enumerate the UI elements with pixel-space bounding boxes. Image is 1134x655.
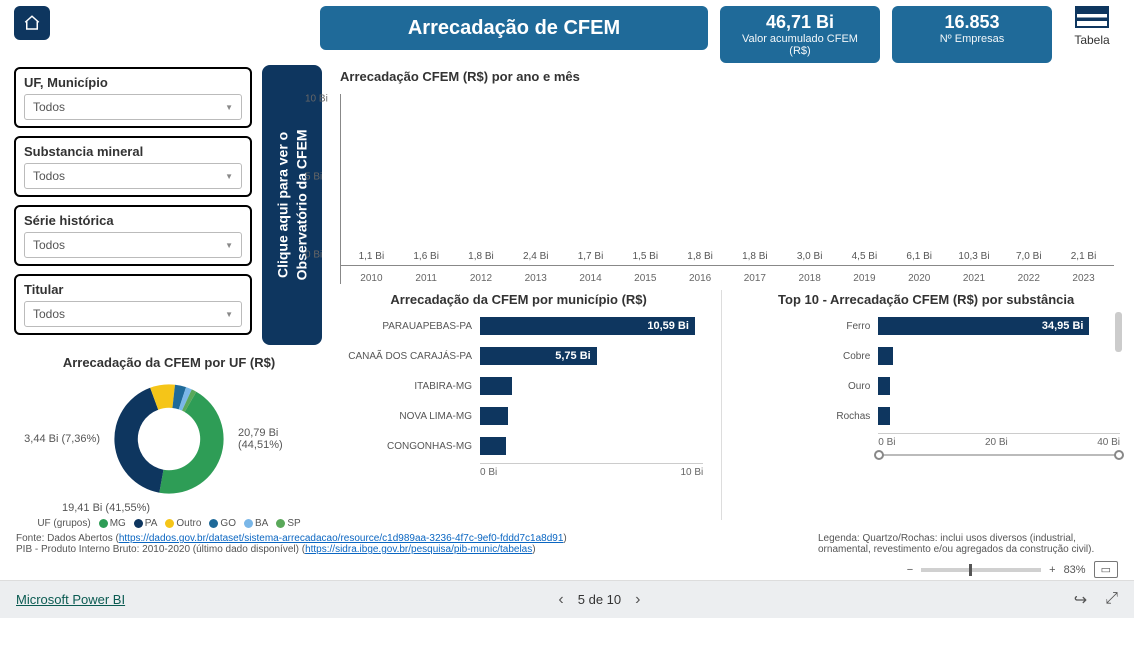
- yearly-bar[interactable]: 1,8 Bi: [676, 251, 725, 265]
- fullscreen-icon[interactable]: ⤢: [1105, 590, 1118, 610]
- source-link-1[interactable]: https://dados.gov.br/dataset/sistema-arr…: [119, 533, 564, 544]
- chevron-down-icon: [225, 102, 233, 113]
- kpi-empresas-value: 16.853: [902, 12, 1042, 33]
- next-page-button[interactable]: ›: [635, 591, 640, 609]
- donut-chart: [104, 374, 234, 504]
- share-icon[interactable]: ↪: [1074, 590, 1087, 610]
- yearly-bar[interactable]: 3,0 Bi: [785, 251, 834, 265]
- source-link-2[interactable]: https://sidra.ibge.gov.br/pesquisa/pib-m…: [305, 544, 532, 555]
- kpi-total-value: 46,71 Bi: [730, 12, 870, 33]
- kpi-empresas-label: Nº Empresas: [902, 33, 1042, 45]
- hbar-row[interactable]: PARAUAPEBAS-PA10,59 Bi: [334, 311, 703, 341]
- chevron-down-icon: [225, 240, 233, 251]
- zoom-pct: 83%: [1064, 564, 1086, 576]
- yearly-bar[interactable]: 6,1 Bi: [895, 251, 944, 265]
- chart-yearly: 1,1 Bi 1,6 Bi 1,8 Bi 2,4 Bi 1,7 Bi 1,5 Bi 1,8 …: [340, 94, 1114, 284]
- filter-title: UF, Município: [24, 75, 242, 90]
- page-title: Arrecadação de CFEM: [320, 6, 708, 50]
- filter-select[interactable]: Todos: [24, 232, 242, 258]
- hbar-row[interactable]: Cobre: [732, 341, 1120, 371]
- filter-2: Série histórica Todos: [14, 205, 252, 266]
- filter-1: Substancia mineral Todos: [14, 136, 252, 197]
- filter-title: Substancia mineral: [24, 144, 242, 159]
- yearly-bar[interactable]: 4,5 Bi: [840, 251, 889, 265]
- yearly-bar[interactable]: 10,3 Bi: [950, 251, 999, 265]
- powerbi-brand-link[interactable]: Microsoft Power BI: [16, 592, 125, 607]
- hbar-row[interactable]: CONGONHAS-MG: [334, 431, 703, 461]
- yearly-bar[interactable]: 2,1 Bi: [1059, 251, 1108, 265]
- chevron-down-icon: [225, 171, 233, 182]
- donut-label-left: 3,44 Bi (7,36%): [14, 433, 100, 445]
- chevron-down-icon: [225, 309, 233, 320]
- kpi-empresas: 16.853 Nº Empresas: [892, 6, 1052, 63]
- hbar-row[interactable]: Ferro34,95 Bi: [732, 311, 1120, 341]
- page-navigator: ‹ 5 de 10 ›: [558, 591, 640, 609]
- donut-label-right: 20,79 Bi (44,51%): [238, 427, 324, 451]
- prev-page-button[interactable]: ‹: [558, 591, 563, 609]
- kpi-total-label: Valor acumulado CFEM (R$): [730, 33, 870, 57]
- source-text: Fonte: Dados Abertos (https://dados.gov.…: [16, 533, 567, 555]
- table-icon: [1075, 6, 1109, 28]
- home-button[interactable]: [14, 6, 50, 40]
- filter-0: UF, Município Todos: [14, 67, 252, 128]
- chart-yearly-title: Arrecadação CFEM (R$) por ano e mês: [340, 69, 1120, 84]
- yearly-bar[interactable]: 1,8 Bi: [457, 251, 506, 265]
- yearly-bar[interactable]: 7,0 Bi: [1004, 251, 1053, 265]
- filter-select[interactable]: Todos: [24, 94, 242, 120]
- yearly-bar[interactable]: 1,5 Bi: [621, 251, 670, 265]
- filter-title: Titular: [24, 282, 242, 297]
- yearly-bar[interactable]: 1,1 Bi: [347, 251, 396, 265]
- hbar-row[interactable]: Rochas: [732, 401, 1120, 431]
- yearly-bar[interactable]: 1,7 Bi: [566, 251, 615, 265]
- range-slider[interactable]: [878, 450, 1120, 460]
- zoom-toolbar: − + 83% ▭: [0, 559, 1134, 580]
- page-indicator: 5 de 10: [578, 592, 621, 607]
- chart-by-uf-title: Arrecadação da CFEM por UF (R$): [14, 355, 324, 370]
- filter-select[interactable]: Todos: [24, 301, 242, 327]
- chart-by-municipio-title: Arrecadação da CFEM por município (R$): [334, 292, 703, 307]
- chart-by-substancia-title: Top 10 - Arrecadação CFEM (R$) por subst…: [732, 292, 1120, 307]
- hbar-row[interactable]: ITABIRA-MG: [334, 371, 703, 401]
- yearly-bar[interactable]: 1,6 Bi: [402, 251, 451, 265]
- kpi-total-cfem: 46,71 Bi Valor acumulado CFEM (R$): [720, 6, 880, 63]
- chart-by-substancia: Top 10 - Arrecadação CFEM (R$) por subst…: [721, 290, 1120, 520]
- chart-by-uf: Arrecadação da CFEM por UF (R$) 3,44 Bi …: [14, 355, 324, 529]
- filter-title: Série histórica: [24, 213, 242, 228]
- legenda-text: Legenda: Quartzo/Rochas: inclui usos div…: [818, 533, 1118, 555]
- tabela-button[interactable]: Tabela: [1064, 6, 1120, 63]
- hbar-row[interactable]: Ouro: [732, 371, 1120, 401]
- donut-legend: UF (grupos)MGPAOutroGOBASP: [14, 518, 324, 529]
- hbar-row[interactable]: NOVA LIMA-MG: [334, 401, 703, 431]
- zoom-in-button[interactable]: +: [1049, 564, 1055, 576]
- yearly-bar[interactable]: 2,4 Bi: [511, 251, 560, 265]
- yearly-bar[interactable]: 1,8 Bi: [730, 251, 779, 265]
- fit-page-icon[interactable]: ▭: [1094, 561, 1118, 578]
- observatorio-ribbon[interactable]: Clique aqui para ver o Observatório da C…: [262, 65, 322, 345]
- tabela-label: Tabela: [1064, 33, 1120, 47]
- zoom-out-button[interactable]: −: [907, 564, 913, 576]
- hbar-row[interactable]: CANAÃ DOS CARAJÁS-PA5,75 Bi: [334, 341, 703, 371]
- zoom-slider[interactable]: [921, 568, 1041, 572]
- filter-3: Titular Todos: [14, 274, 252, 335]
- chart-by-municipio: Arrecadação da CFEM por município (R$) P…: [334, 290, 703, 520]
- filter-select[interactable]: Todos: [24, 163, 242, 189]
